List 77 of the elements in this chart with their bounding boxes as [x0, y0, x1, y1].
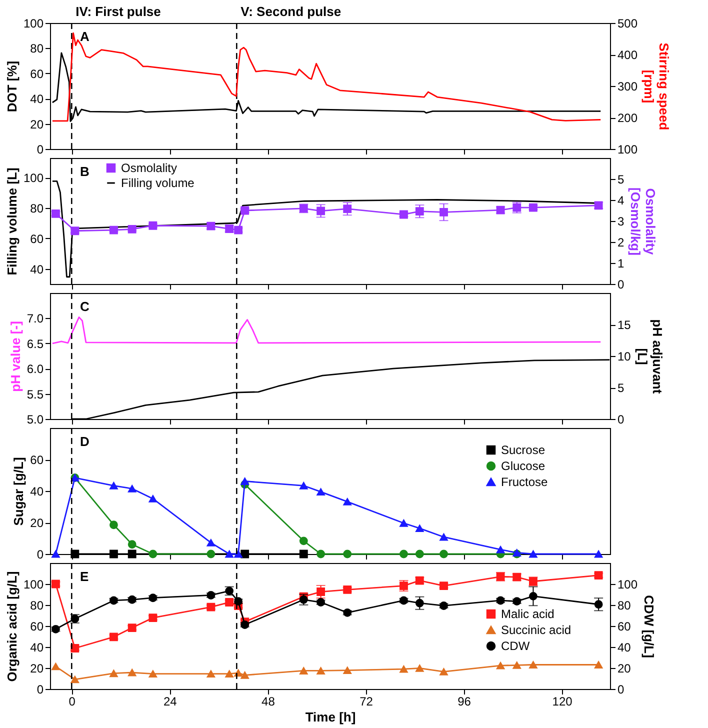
y2-tick-label: 20	[618, 662, 632, 676]
y-tick-label: 5.5	[26, 387, 44, 402]
y2-tick-label: 60	[618, 620, 632, 634]
y2-tick-label: 0	[618, 682, 624, 696]
y-tick-label: 5.0	[26, 412, 44, 426]
legend-label: Osmolality	[121, 161, 178, 175]
x-tick-label: 120	[552, 694, 573, 708]
y-tick-label: 100	[23, 16, 44, 30]
ref-line-label: IV: First pulse	[76, 4, 161, 19]
y2-tick-label: 500	[618, 16, 638, 30]
y2-tick-label: 80	[618, 598, 632, 612]
y-tick-label: 80	[30, 202, 44, 216]
y2-tick-label: 0	[618, 412, 624, 426]
legend-label: Filling volume	[121, 176, 195, 190]
x-tick-label: 72	[360, 694, 374, 708]
y2-axis-title: Stirring speed [rpm]	[642, 42, 672, 130]
legend-label: Succinic acid	[501, 623, 572, 637]
annotation: C	[80, 299, 90, 314]
y2-tick-label: 3	[618, 214, 624, 228]
annotation: E	[80, 569, 89, 584]
y-tick-label: 0	[36, 548, 44, 562]
legend-label: CDW	[501, 639, 530, 653]
y2-tick-label: 100	[618, 142, 638, 156]
y-tick-label: 100	[23, 171, 44, 186]
y-tick-label: 20	[30, 516, 44, 530]
legend-label: Malic acid	[501, 607, 554, 621]
x-tick-label: 0	[68, 694, 76, 708]
y-tick-label: 100	[23, 578, 44, 592]
y-tick-label: 40	[30, 262, 44, 276]
y-tick-label: 0	[36, 142, 44, 156]
y-tick-label: 40	[30, 484, 44, 498]
y2-tick-label: 300	[618, 80, 638, 94]
y2-axis-title: Osmolality [Osmol/kg]	[628, 188, 658, 256]
annotation: B	[80, 164, 90, 179]
y-tick-label: 80	[30, 42, 44, 56]
legend-label: Sucrose	[501, 443, 546, 457]
x-tick-label: 96	[458, 694, 472, 708]
y-tick-label: 6.0	[26, 362, 44, 376]
y2-tick-label: 1	[618, 256, 624, 270]
y-tick-label: 60	[30, 453, 44, 467]
y-tick-label: 40	[30, 640, 44, 654]
ref-line-label: V: Second pulse	[240, 4, 342, 19]
y-axis-title: pH value [-]	[8, 321, 23, 392]
y-axis-title: DOT [%]	[4, 60, 20, 112]
y2-tick-label: 4	[618, 194, 624, 208]
y-tick-label: 60	[30, 232, 44, 246]
x-axis-title: Time [h]	[305, 710, 356, 724]
y2-tick-label: 2	[618, 236, 624, 250]
y2-tick-label: 40	[618, 640, 632, 654]
y-tick-label: 60	[30, 66, 44, 81]
annotation: A	[80, 29, 90, 44]
y2-tick-label: 5	[618, 172, 624, 186]
y-tick-label: 60	[30, 620, 44, 634]
annotation: D	[80, 434, 90, 449]
y2-tick-label: 100	[618, 578, 638, 592]
y-tick-label: 6.5	[26, 336, 44, 351]
y-axis-title: Filling volume [L]	[4, 168, 20, 276]
y2-axis-title: pH adjuvant [L]	[634, 319, 665, 394]
y-axis-title: Sugar [g/L]	[11, 457, 26, 526]
y-axis-title: Organic acid [g/L]	[4, 571, 20, 682]
y2-tick-label: 10	[618, 350, 632, 364]
y2-tick-label: 15	[618, 318, 632, 332]
legend-label: Glucose	[501, 459, 546, 473]
y2-tick-label: 200	[618, 111, 638, 125]
y2-axis-title: CDW [g/L]	[642, 595, 657, 658]
y-tick-label: 7.0	[26, 312, 44, 326]
y2-tick-label: 5	[618, 381, 624, 395]
y2-tick-label: 400	[618, 48, 638, 62]
x-tick-label: 48	[262, 694, 276, 708]
y-tick-label: 80	[30, 598, 44, 612]
y-tick-label: 40	[30, 92, 44, 106]
y-tick-label: 20	[30, 117, 44, 132]
y-tick-label: 0	[36, 682, 44, 696]
y-tick-label: 20	[30, 662, 44, 676]
y2-tick-label: 0	[618, 278, 624, 292]
legend-label: Fructose	[501, 475, 548, 489]
x-tick-label: 24	[164, 694, 178, 708]
